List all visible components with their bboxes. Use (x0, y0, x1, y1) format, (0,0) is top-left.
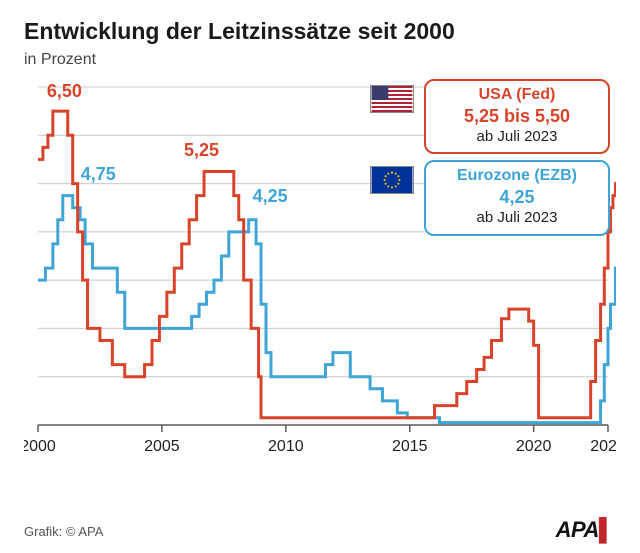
usa-flag-icon (370, 85, 414, 113)
legend-usa-name: USA (Fed) (438, 85, 596, 105)
eu-flag-icon (370, 166, 414, 194)
legend-row-usa: USA (Fed) 5,25 bis 5,50 ab Juli 2023 (370, 79, 610, 154)
peak-label: 5,25 (184, 140, 219, 161)
peak-label: 6,50 (47, 81, 82, 102)
legend-euro-rate: 4,25 (438, 186, 596, 209)
legend-usa-rate: 5,25 bis 5,50 (438, 105, 596, 128)
svg-text:2000: 2000 (24, 438, 56, 455)
chart-area: USA (Fed) 5,25 bis 5,50 ab Juli 2023 Eur… (24, 79, 616, 459)
chart-subtitle: in Prozent (24, 51, 616, 69)
legend-usa-date: ab Juli 2023 (438, 128, 596, 147)
apa-logo: APA▌ (556, 517, 614, 543)
legend-box-usa: USA (Fed) 5,25 bis 5,50 ab Juli 2023 (424, 79, 610, 154)
svg-text:2010: 2010 (268, 438, 304, 455)
svg-text:2005: 2005 (144, 438, 180, 455)
peak-label: 4,25 (253, 186, 288, 207)
footer-credit: Grafik: © APA (24, 524, 103, 539)
legend-euro-name: Eurozone (EZB) (438, 166, 596, 186)
svg-text:2020: 2020 (516, 438, 552, 455)
legend-box-euro: Eurozone (EZB) 4,25 ab Juli 2023 (424, 160, 610, 235)
chart-title: Entwicklung der Leitzinssätze seit 2000 (24, 18, 616, 45)
legend-euro-date: ab Juli 2023 (438, 209, 596, 228)
peak-label: 4,75 (81, 164, 116, 185)
svg-text:2023: 2023 (590, 438, 616, 455)
legend: USA (Fed) 5,25 bis 5,50 ab Juli 2023 Eur… (370, 79, 610, 242)
legend-row-euro: Eurozone (EZB) 4,25 ab Juli 2023 (370, 160, 610, 235)
svg-text:2015: 2015 (392, 438, 428, 455)
